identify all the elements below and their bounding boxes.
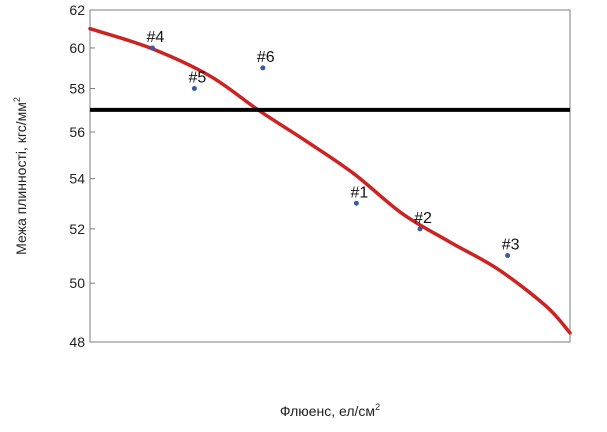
data-point bbox=[149, 45, 155, 51]
data-label: #4 bbox=[147, 29, 165, 46]
y-tick-label: 48 bbox=[69, 334, 85, 350]
plot-area bbox=[89, 9, 571, 343]
y-tick-label: 62 bbox=[69, 2, 85, 18]
fit-curve bbox=[88, 26, 572, 335]
y-axis-label: Межа плинності, кгс/мм2 bbox=[12, 97, 29, 255]
y-tick-label: 58 bbox=[69, 81, 85, 97]
data-point bbox=[417, 226, 423, 232]
y-tick-label: 52 bbox=[69, 221, 85, 237]
data-point bbox=[191, 86, 197, 92]
x-axis-label: Флюенс, ел/см2 bbox=[280, 402, 380, 419]
y-tick-label: 50 bbox=[69, 275, 85, 291]
data-point bbox=[505, 253, 511, 259]
y-tick-label: 60 bbox=[69, 40, 85, 56]
data-label: #1 bbox=[351, 184, 369, 201]
data-label: #6 bbox=[257, 49, 275, 66]
data-point bbox=[353, 200, 359, 206]
data-label: #5 bbox=[189, 70, 207, 87]
y-tick-label: 56 bbox=[69, 124, 85, 140]
y-tick-label: 54 bbox=[69, 171, 85, 187]
data-label: #2 bbox=[414, 210, 432, 227]
data-point bbox=[260, 65, 266, 71]
data-label: #3 bbox=[502, 237, 520, 254]
